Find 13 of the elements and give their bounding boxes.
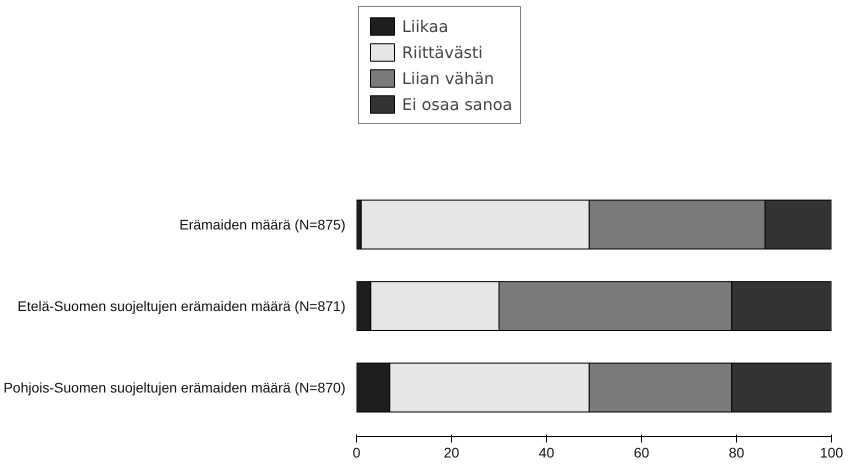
- y-tick-label: Etelä-Suomen suojeltujen erämaiden määrä (N=871): [17, 298, 346, 314]
- y-tick-label: Erämaiden määrä (N=875): [179, 216, 346, 233]
- legend-label: Riittävästi: [402, 42, 483, 62]
- x-tick-label: 0: [352, 444, 361, 460]
- legend-label: Liian vähän: [402, 68, 494, 88]
- x-tick-label: 80: [728, 444, 744, 460]
- legend-label: Ei osaa sanoa: [402, 94, 512, 114]
- x-tick-label: 40: [538, 444, 554, 460]
- y-tick-label: Pohjois-Suomen suojeltujen erämaiden määrä (N=870): [3, 380, 346, 396]
- x-tick-label: 20: [444, 444, 460, 460]
- x-tick-label: 60: [634, 444, 650, 460]
- x-tick-label: 100: [820, 444, 844, 460]
- legend-label: Liikaa: [402, 16, 448, 36]
